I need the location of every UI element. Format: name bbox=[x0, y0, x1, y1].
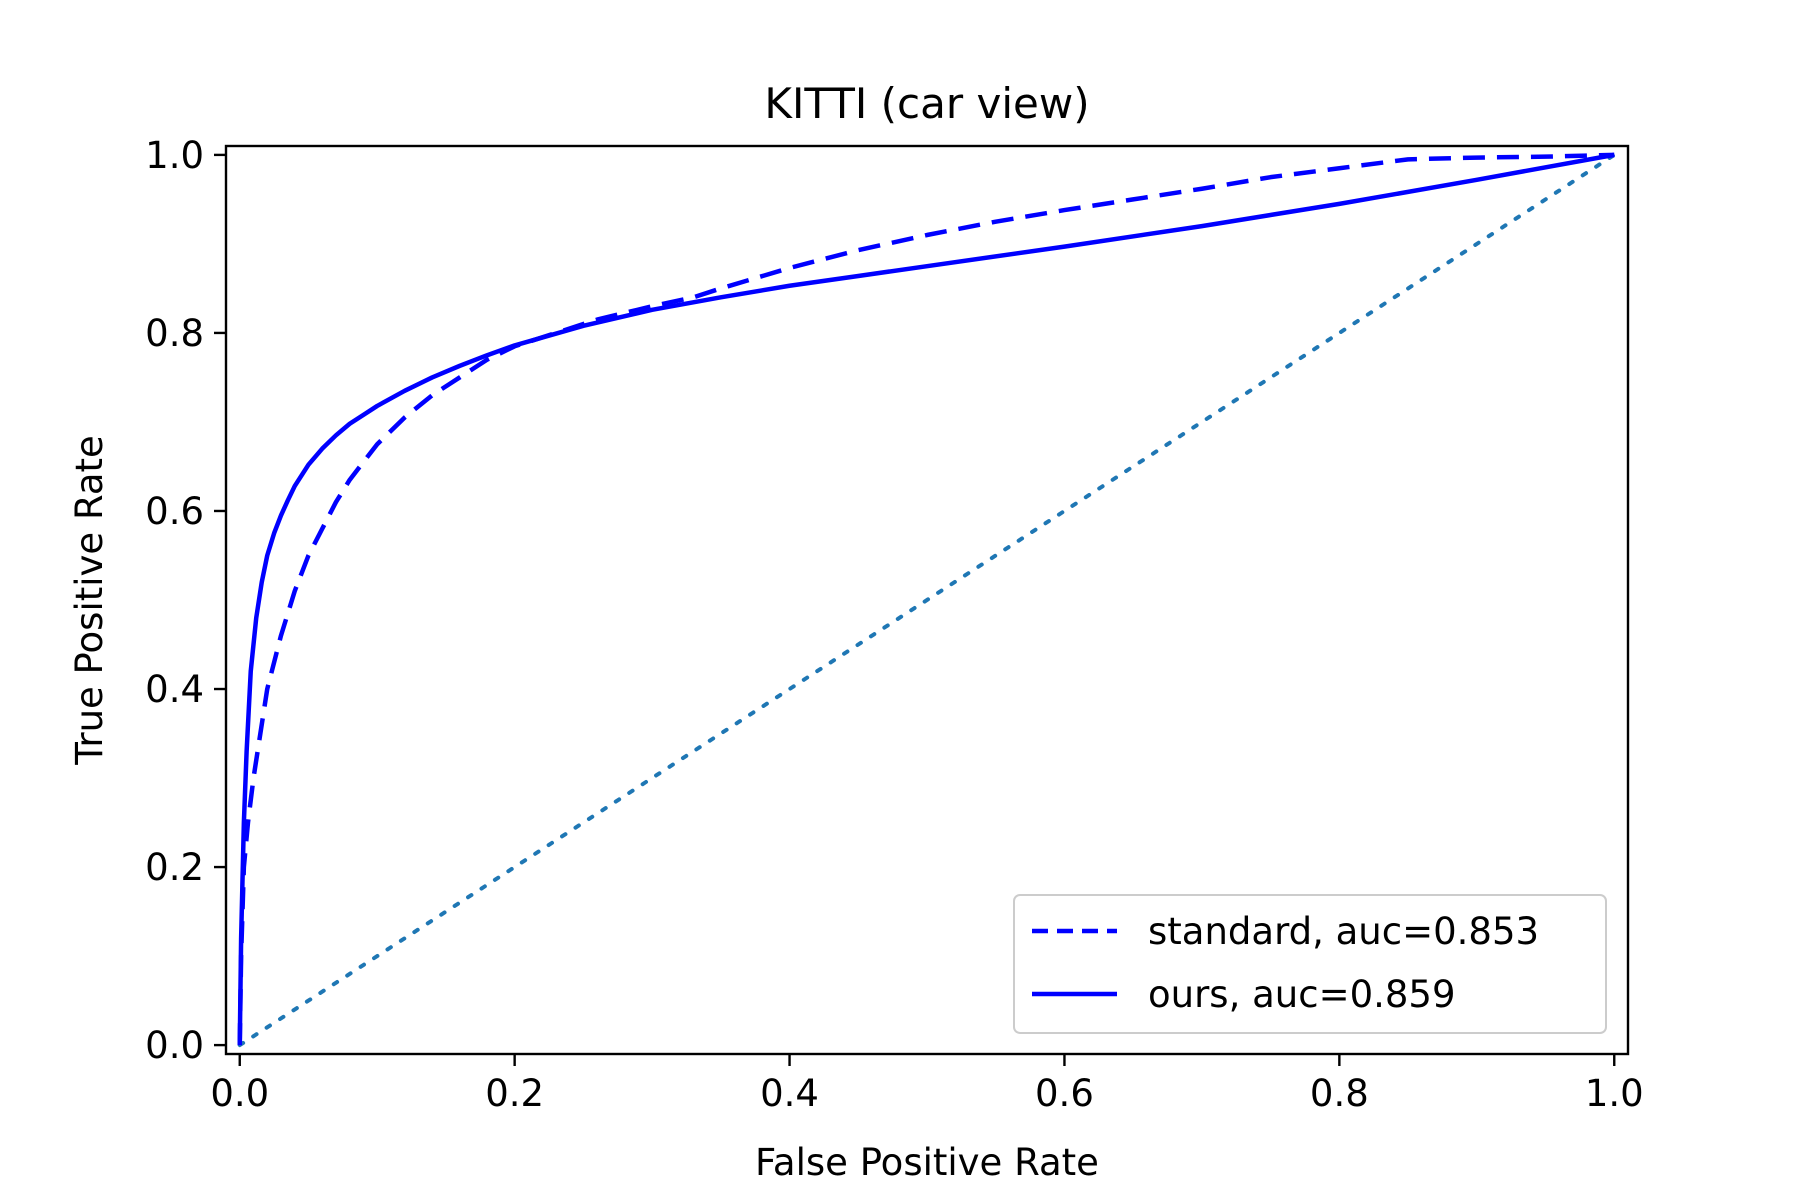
legend-label-standard: standard, auc=0.853 bbox=[1148, 910, 1539, 953]
y-axis-label: True Positive Rate bbox=[68, 435, 111, 766]
y-tick-label: 0.2 bbox=[145, 846, 204, 889]
plot-frame bbox=[224, 144, 1630, 1056]
y-tick-label: 0.8 bbox=[145, 312, 204, 355]
y-axis-ticks: 0.0 0.2 0.4 0.6 0.8 1.0 bbox=[145, 134, 226, 1067]
series-line-chance bbox=[237, 152, 1617, 1048]
chart-title: KITTI (car view) bbox=[764, 79, 1089, 128]
y-tick-label: 0.6 bbox=[145, 490, 204, 533]
y-tick-label: 0.0 bbox=[145, 1024, 204, 1067]
x-tick-label: 0.0 bbox=[210, 1072, 269, 1115]
series-line-ours bbox=[237, 152, 1615, 1046]
x-tick-label: 0.6 bbox=[1035, 1072, 1094, 1115]
y-tick-label: 1.0 bbox=[145, 134, 204, 177]
x-tick-label: 0.8 bbox=[1310, 1072, 1369, 1115]
x-tick-label: 0.2 bbox=[485, 1072, 544, 1115]
x-tick-label: 1.0 bbox=[1585, 1072, 1644, 1115]
x-axis-label: False Positive Rate bbox=[755, 1141, 1099, 1184]
series-line-standard bbox=[237, 152, 1615, 1046]
x-axis-ticks: 0.0 0.2 0.4 0.6 0.8 1.0 bbox=[210, 1054, 1644, 1115]
legend-label-ours: ours, auc=0.859 bbox=[1148, 973, 1456, 1016]
y-tick-label: 0.4 bbox=[145, 668, 204, 711]
legend: standard, auc=0.853 ours, auc=0.859 bbox=[1013, 894, 1607, 1034]
legend-box bbox=[1013, 894, 1607, 1034]
series-layer bbox=[237, 152, 1617, 1048]
x-tick-label: 0.4 bbox=[760, 1072, 819, 1115]
